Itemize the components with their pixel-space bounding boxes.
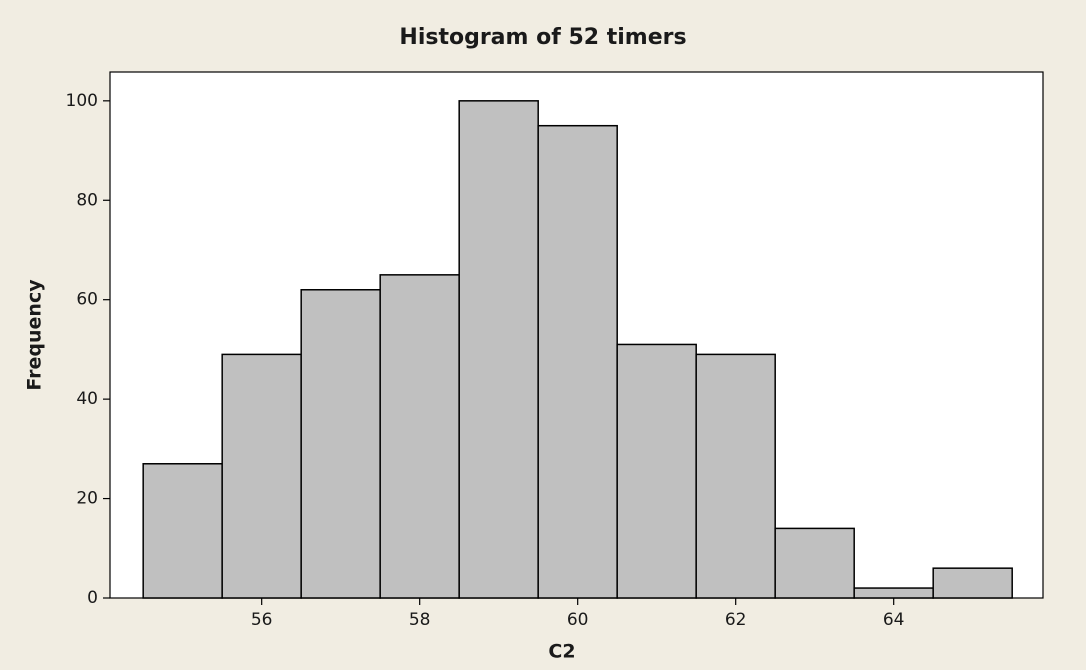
bar (695, 353, 776, 599)
y-tick-label: 40 (76, 389, 98, 409)
bar (616, 343, 697, 599)
y-axis-label: Frequency (24, 279, 46, 391)
bar (853, 587, 934, 599)
x-tick-label: 56 (251, 610, 273, 630)
y-tick-label: 80 (76, 190, 98, 210)
y-tick-label: 20 (76, 489, 98, 509)
bar (458, 100, 539, 599)
x-tick-label: 62 (725, 610, 747, 630)
y-tick-label: 60 (76, 290, 98, 310)
chart-title: Histogram of 52 timers (399, 25, 686, 50)
y-tick-label: 100 (66, 91, 98, 111)
x-tick-label: 60 (567, 610, 589, 630)
bar (932, 567, 1013, 599)
bar (379, 274, 460, 599)
x-axis-label: C2 (548, 641, 575, 663)
bar (300, 289, 381, 599)
bar (537, 124, 618, 599)
y-tick-label: 0 (87, 588, 98, 608)
x-tick-label: 58 (409, 610, 431, 630)
bar (221, 353, 302, 599)
bar (142, 463, 223, 599)
bar (774, 527, 855, 599)
x-tick-label: 64 (883, 610, 905, 630)
